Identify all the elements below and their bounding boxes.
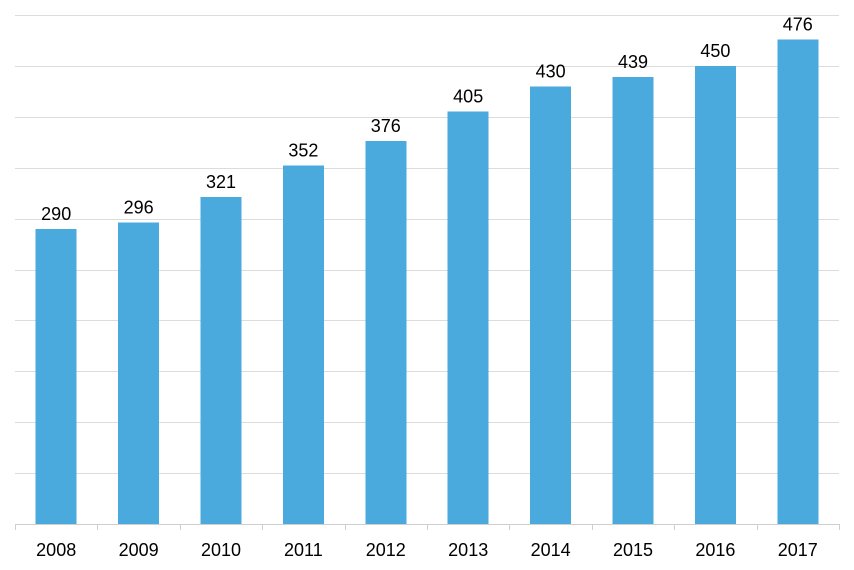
bar-2012 [365, 141, 407, 524]
data-label-2015: 439 [618, 52, 648, 72]
bar-2013 [447, 111, 489, 524]
data-label-2016: 450 [700, 41, 730, 61]
data-label-2011: 352 [288, 141, 318, 161]
x-tick-label-2012: 2012 [366, 540, 406, 560]
data-label-2017: 476 [783, 14, 813, 34]
bar-2010 [200, 197, 242, 524]
bar-2016 [694, 65, 736, 525]
x-tick-label-2010: 2010 [201, 540, 241, 560]
x-tick-label-2016: 2016 [695, 540, 735, 560]
bar-2011 [282, 165, 324, 524]
data-label-2008: 290 [41, 204, 71, 224]
x-tick-label-2017: 2017 [778, 540, 818, 560]
bar-2009 [118, 222, 160, 524]
x-tick-label-2013: 2013 [448, 540, 488, 560]
bar-2017 [777, 39, 819, 525]
data-label-2010: 321 [206, 172, 236, 192]
data-label-2012: 376 [371, 116, 401, 136]
x-axis-ticks: 2008 2009 2010 2011 2012 2013 2014 2015 2016 2017 [15, 524, 840, 560]
x-tick-label-2014: 2014 [531, 540, 571, 560]
data-label-2013: 405 [453, 87, 483, 107]
x-tick-label-2011: 2011 [284, 540, 323, 560]
bar-2015 [612, 77, 654, 524]
bar-2008 [35, 228, 77, 525]
bars [35, 39, 819, 525]
x-tick-label-2009: 2009 [119, 540, 159, 560]
x-tick-label-2008: 2008 [36, 540, 76, 560]
bar-2014 [530, 86, 572, 525]
data-label-2009: 296 [124, 198, 154, 218]
x-tick-label-2015: 2015 [613, 540, 653, 560]
data-label-2014: 430 [536, 61, 566, 81]
data-labels: 290 296 321 352 376 405 430 439 450 476 [41, 14, 813, 223]
